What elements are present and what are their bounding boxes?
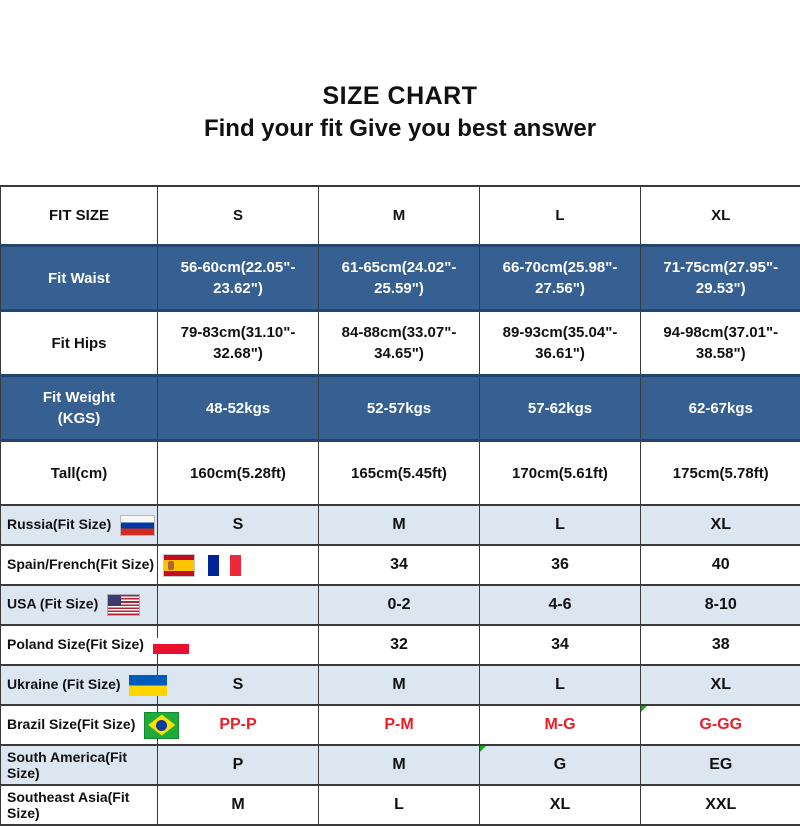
row-label-text: USA (Fit Size): [7, 596, 98, 612]
cell-southeast-asia-xl: XXL: [641, 785, 800, 825]
row-label-fit-waist: Fit Waist: [1, 246, 158, 311]
cell-ukraine-m: M: [319, 665, 480, 705]
brazil-flag-icon: [144, 712, 179, 739]
row-brazil: Brazil Size(Fit Size) PP-P P-M M-G G-GG: [1, 705, 800, 745]
cell-ukraine-xl: XL: [641, 665, 800, 705]
row-fit-waist: Fit Waist 56-60cm(22.05"- 23.62") 61-65c…: [1, 246, 800, 311]
row-label-text: Ukraine (Fit Size): [7, 676, 121, 692]
cell-south-america-l: G: [480, 745, 641, 785]
cell-hips-m: 84-88cm(33.07"- 34.65"): [319, 311, 480, 376]
row-south-america: South America(Fit Size) P M G EG: [1, 745, 800, 785]
usa-flag-icon: [107, 594, 140, 616]
row-label-russia: Russia(Fit Size): [1, 505, 158, 545]
row-fit-hips: Fit Hips 79-83cm(31.10"- 32.68") 84-88cm…: [1, 311, 800, 376]
cell-russia-l: L: [480, 505, 641, 545]
row-label-spain-french: Spain/French(Fit Size): [1, 545, 158, 585]
cell-poland-l: 34: [480, 625, 641, 665]
row-label-text: Spain/French(Fit Size): [7, 556, 154, 572]
cell-russia-s: S: [158, 505, 319, 545]
row-label-text: Russia(Fit Size): [7, 516, 111, 532]
cell-waist-xl: 71-75cm(27.95"- 29.53"): [641, 246, 800, 311]
row-usa: USA (Fit Size) 0-2 4-6 8-10: [1, 585, 800, 625]
cell-russia-xl: XL: [641, 505, 800, 545]
row-label-text: Southeast Asia(Fit Size): [7, 789, 129, 821]
cell-spain-l: 36: [480, 545, 641, 585]
row-label-tall: Tall(cm): [1, 441, 158, 506]
cell-weight-m: 52-57kgs: [319, 376, 480, 441]
cell-south-america-xl: EG: [641, 745, 800, 785]
cell-poland-xl: 38: [641, 625, 800, 665]
page-title: SIZE CHART: [0, 80, 800, 112]
row-label-southeast-asia: Southeast Asia(Fit Size): [1, 785, 158, 825]
page-subtitle: Find your fit Give you best answer: [0, 112, 800, 145]
cell-weight-l: 57-62kgs: [480, 376, 641, 441]
cell-hips-l: 89-93cm(35.04"- 36.61"): [480, 311, 641, 376]
cell-southeast-asia-l: XL: [480, 785, 641, 825]
cell-southeast-asia-s: M: [158, 785, 319, 825]
cell-weight-s: 48-52kgs: [158, 376, 319, 441]
cell-hips-xl: 94-98cm(37.01"- 38.58"): [641, 311, 800, 376]
cell-weight-xl: 62-67kgs: [641, 376, 800, 441]
row-label-brazil: Brazil Size(Fit Size): [1, 705, 158, 745]
header-size-l: L: [480, 186, 641, 246]
cell-tall-s: 160cm(5.28ft): [158, 441, 319, 506]
cell-hips-s: 79-83cm(31.10"- 32.68"): [158, 311, 319, 376]
cell-south-america-s: P: [158, 745, 319, 785]
table-header-row: FIT SIZE S M L XL: [1, 186, 800, 246]
cell-brazil-xl: G-GG: [641, 705, 800, 745]
size-chart-table: FIT SIZE S M L XL Fit Waist 56-60cm(22.0…: [0, 185, 800, 826]
header-fit-size: FIT SIZE: [1, 186, 158, 246]
cell-waist-s: 56-60cm(22.05"- 23.62"): [158, 246, 319, 311]
poland-flag-icon: [153, 638, 189, 654]
cell-usa-m: 0-2: [319, 585, 480, 625]
cell-spain-m: 34: [319, 545, 480, 585]
spain-flag-icon: [163, 554, 195, 577]
row-label-fit-weight: Fit Weight (KGS): [1, 376, 158, 441]
row-label-text: South America(Fit Size): [7, 749, 127, 781]
cell-usa-xl: 8-10: [641, 585, 800, 625]
title-block: SIZE CHART Find your fit Give you best a…: [0, 0, 800, 145]
row-southeast-asia: Southeast Asia(Fit Size) M L XL XXL: [1, 785, 800, 825]
cell-brazil-m: P-M: [319, 705, 480, 745]
header-size-m: M: [319, 186, 480, 246]
row-ukraine: Ukraine (Fit Size) S M L XL: [1, 665, 800, 705]
cell-waist-m: 61-65cm(24.02"- 25.59"): [319, 246, 480, 311]
cell-waist-l: 66-70cm(25.98"- 27.56"): [480, 246, 641, 311]
row-russia: Russia(Fit Size) S M L XL: [1, 505, 800, 545]
row-fit-weight: Fit Weight (KGS) 48-52kgs 52-57kgs 57-62…: [1, 376, 800, 441]
row-label-poland: Poland Size(Fit Size): [1, 625, 158, 665]
header-size-s: S: [158, 186, 319, 246]
cell-spain-xl: 40: [641, 545, 800, 585]
cell-ukraine-s: S: [158, 665, 319, 705]
row-label-ukraine: Ukraine (Fit Size): [1, 665, 158, 705]
cell-tall-m: 165cm(5.45ft): [319, 441, 480, 506]
cell-poland-m: 32: [319, 625, 480, 665]
row-label-usa: USA (Fit Size): [1, 585, 158, 625]
row-label-south-america: South America(Fit Size): [1, 745, 158, 785]
cell-brazil-l: M-G: [480, 705, 641, 745]
row-spain-french: Spain/French(Fit Size) 34 36 40: [1, 545, 800, 585]
cell-brazil-s: PP-P: [158, 705, 319, 745]
row-label-text: Brazil Size(Fit Size): [7, 716, 135, 732]
row-tall: Tall(cm) 160cm(5.28ft) 165cm(5.45ft) 170…: [1, 441, 800, 506]
row-label-text: Poland Size(Fit Size): [7, 636, 144, 652]
france-flag-icon: [208, 555, 241, 576]
russia-flag-icon: [120, 515, 155, 536]
cell-russia-m: M: [319, 505, 480, 545]
cell-usa-s: [158, 585, 319, 625]
header-size-xl: XL: [641, 186, 800, 246]
cell-tall-l: 170cm(5.61ft): [480, 441, 641, 506]
row-label-fit-hips: Fit Hips: [1, 311, 158, 376]
ukraine-flag-icon: [129, 675, 167, 696]
cell-southeast-asia-m: L: [319, 785, 480, 825]
cell-tall-xl: 175cm(5.78ft): [641, 441, 800, 506]
cell-ukraine-l: L: [480, 665, 641, 705]
cell-usa-l: 4-6: [480, 585, 641, 625]
cell-south-america-m: M: [319, 745, 480, 785]
row-poland: Poland Size(Fit Size) 32 34 38: [1, 625, 800, 665]
